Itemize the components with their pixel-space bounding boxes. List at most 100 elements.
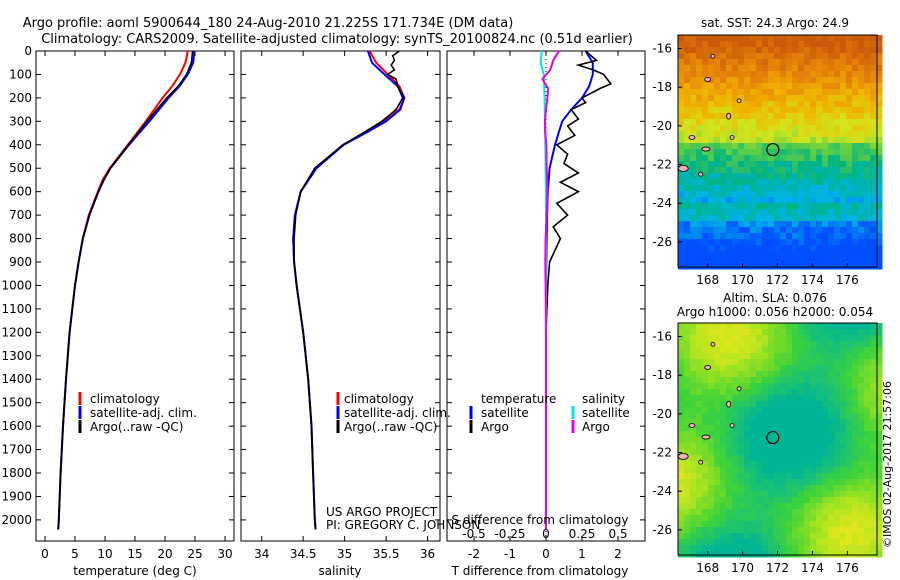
heatmap-cell — [756, 473, 763, 480]
heatmap-cell — [828, 419, 835, 426]
heatmap-cell — [870, 149, 877, 156]
heatmap-cell — [738, 35, 745, 42]
heatmap-cell — [810, 53, 817, 60]
heatmap-cell — [786, 443, 793, 450]
heatmap-cell — [684, 257, 691, 264]
heatmap-cell — [750, 413, 757, 420]
heatmap-cell — [732, 497, 739, 504]
heatmap-cell — [798, 191, 805, 198]
heatmap-cell — [840, 191, 847, 198]
heatmap-cell — [876, 377, 883, 384]
heatmap-cell — [798, 107, 805, 114]
heatmap-cell — [828, 227, 835, 234]
heatmap-cell — [726, 71, 733, 78]
heatmap-cell — [678, 119, 685, 126]
heatmap-cell — [876, 35, 883, 42]
heatmap-cell — [786, 503, 793, 510]
heatmap-cell — [804, 353, 811, 360]
heatmap-cell — [876, 425, 883, 432]
heatmap-cell — [810, 329, 817, 336]
heatmap-cell — [744, 197, 751, 204]
heatmap-cell — [726, 257, 733, 264]
heatmap-cell — [810, 437, 817, 444]
heatmap-cell — [720, 329, 727, 336]
heatmap-cell — [846, 89, 853, 96]
heatmap-cell — [846, 227, 853, 234]
heatmap-cell — [720, 353, 727, 360]
heatmap-cell — [750, 389, 757, 396]
heatmap-cell — [690, 437, 697, 444]
heatmap-cell — [852, 131, 859, 138]
heatmap-cell — [768, 149, 775, 156]
heatmap-cell — [720, 143, 727, 150]
heatmap-cell — [714, 401, 721, 408]
heatmap-cell — [846, 329, 853, 336]
heatmap-cell — [762, 539, 769, 546]
heatmap-cell — [690, 119, 697, 126]
heatmap-cell — [798, 167, 805, 174]
heatmap-cell — [852, 161, 859, 168]
map-x-tick-label: 174 — [801, 273, 824, 287]
heatmap-cell — [798, 497, 805, 504]
heatmap-cell — [696, 449, 703, 456]
heatmap-cell — [786, 359, 793, 366]
heatmap-cell — [690, 65, 697, 72]
heatmap-cell — [702, 521, 709, 528]
heatmap-cell — [756, 251, 763, 258]
heatmap-cell — [816, 131, 823, 138]
heatmap-cell — [798, 41, 805, 48]
heatmap-cell — [714, 413, 721, 420]
heatmap-cell — [684, 125, 691, 132]
heatmap-cell — [750, 449, 757, 456]
heatmap-cell — [774, 461, 781, 468]
heatmap-cell — [864, 119, 871, 126]
heatmap-cell — [864, 461, 871, 468]
heatmap-cell — [810, 401, 817, 408]
heatmap-cell — [738, 401, 745, 408]
heatmap-cell — [816, 449, 823, 456]
heatmap-cell — [858, 527, 865, 534]
island-shape — [726, 400, 732, 408]
heatmap-cell — [828, 245, 835, 252]
heatmap-cell — [876, 329, 883, 336]
heatmap-cell — [750, 215, 757, 222]
heatmap-cell — [738, 59, 745, 66]
heatmap-cell — [762, 425, 769, 432]
heatmap-cell — [828, 35, 835, 42]
heatmap-cell — [738, 425, 745, 432]
heatmap-cell — [762, 509, 769, 516]
heatmap-cell — [786, 191, 793, 198]
y-tick-label: 0 — [24, 44, 32, 58]
heatmap-cell — [702, 539, 709, 546]
heatmap-cell — [810, 353, 817, 360]
heatmap-cell — [804, 455, 811, 462]
heatmap-cell — [702, 59, 709, 66]
heatmap-cell — [840, 173, 847, 180]
heatmap-cell — [744, 533, 751, 540]
heatmap-cell — [846, 251, 853, 258]
heatmap-cell — [834, 527, 841, 534]
heatmap-cell — [720, 239, 727, 246]
heatmap-cell — [810, 395, 817, 402]
heatmap-cell — [798, 401, 805, 408]
heatmap-cell — [756, 335, 763, 342]
heatmap-cell — [720, 65, 727, 72]
heatmap-cell — [810, 107, 817, 114]
heatmap-cell — [834, 365, 841, 372]
heatmap-cell — [870, 239, 877, 246]
heatmap-cell — [696, 263, 703, 270]
heatmap-cell — [696, 65, 703, 72]
heatmap-cell — [756, 119, 763, 126]
heatmap-cell — [870, 401, 877, 408]
heatmap-cell — [846, 335, 853, 342]
heatmap-cell — [768, 509, 775, 516]
heatmap-cell — [804, 59, 811, 66]
heatmap-cell — [822, 539, 829, 546]
heatmap-cell — [828, 47, 835, 54]
heatmap-cell — [720, 251, 727, 258]
heatmap-cell — [678, 485, 685, 492]
heatmap-cell — [810, 485, 817, 492]
heatmap-cell — [720, 41, 727, 48]
legend-label-satellite: satellite-adj. clim. — [344, 406, 451, 420]
heatmap-cell — [780, 533, 787, 540]
